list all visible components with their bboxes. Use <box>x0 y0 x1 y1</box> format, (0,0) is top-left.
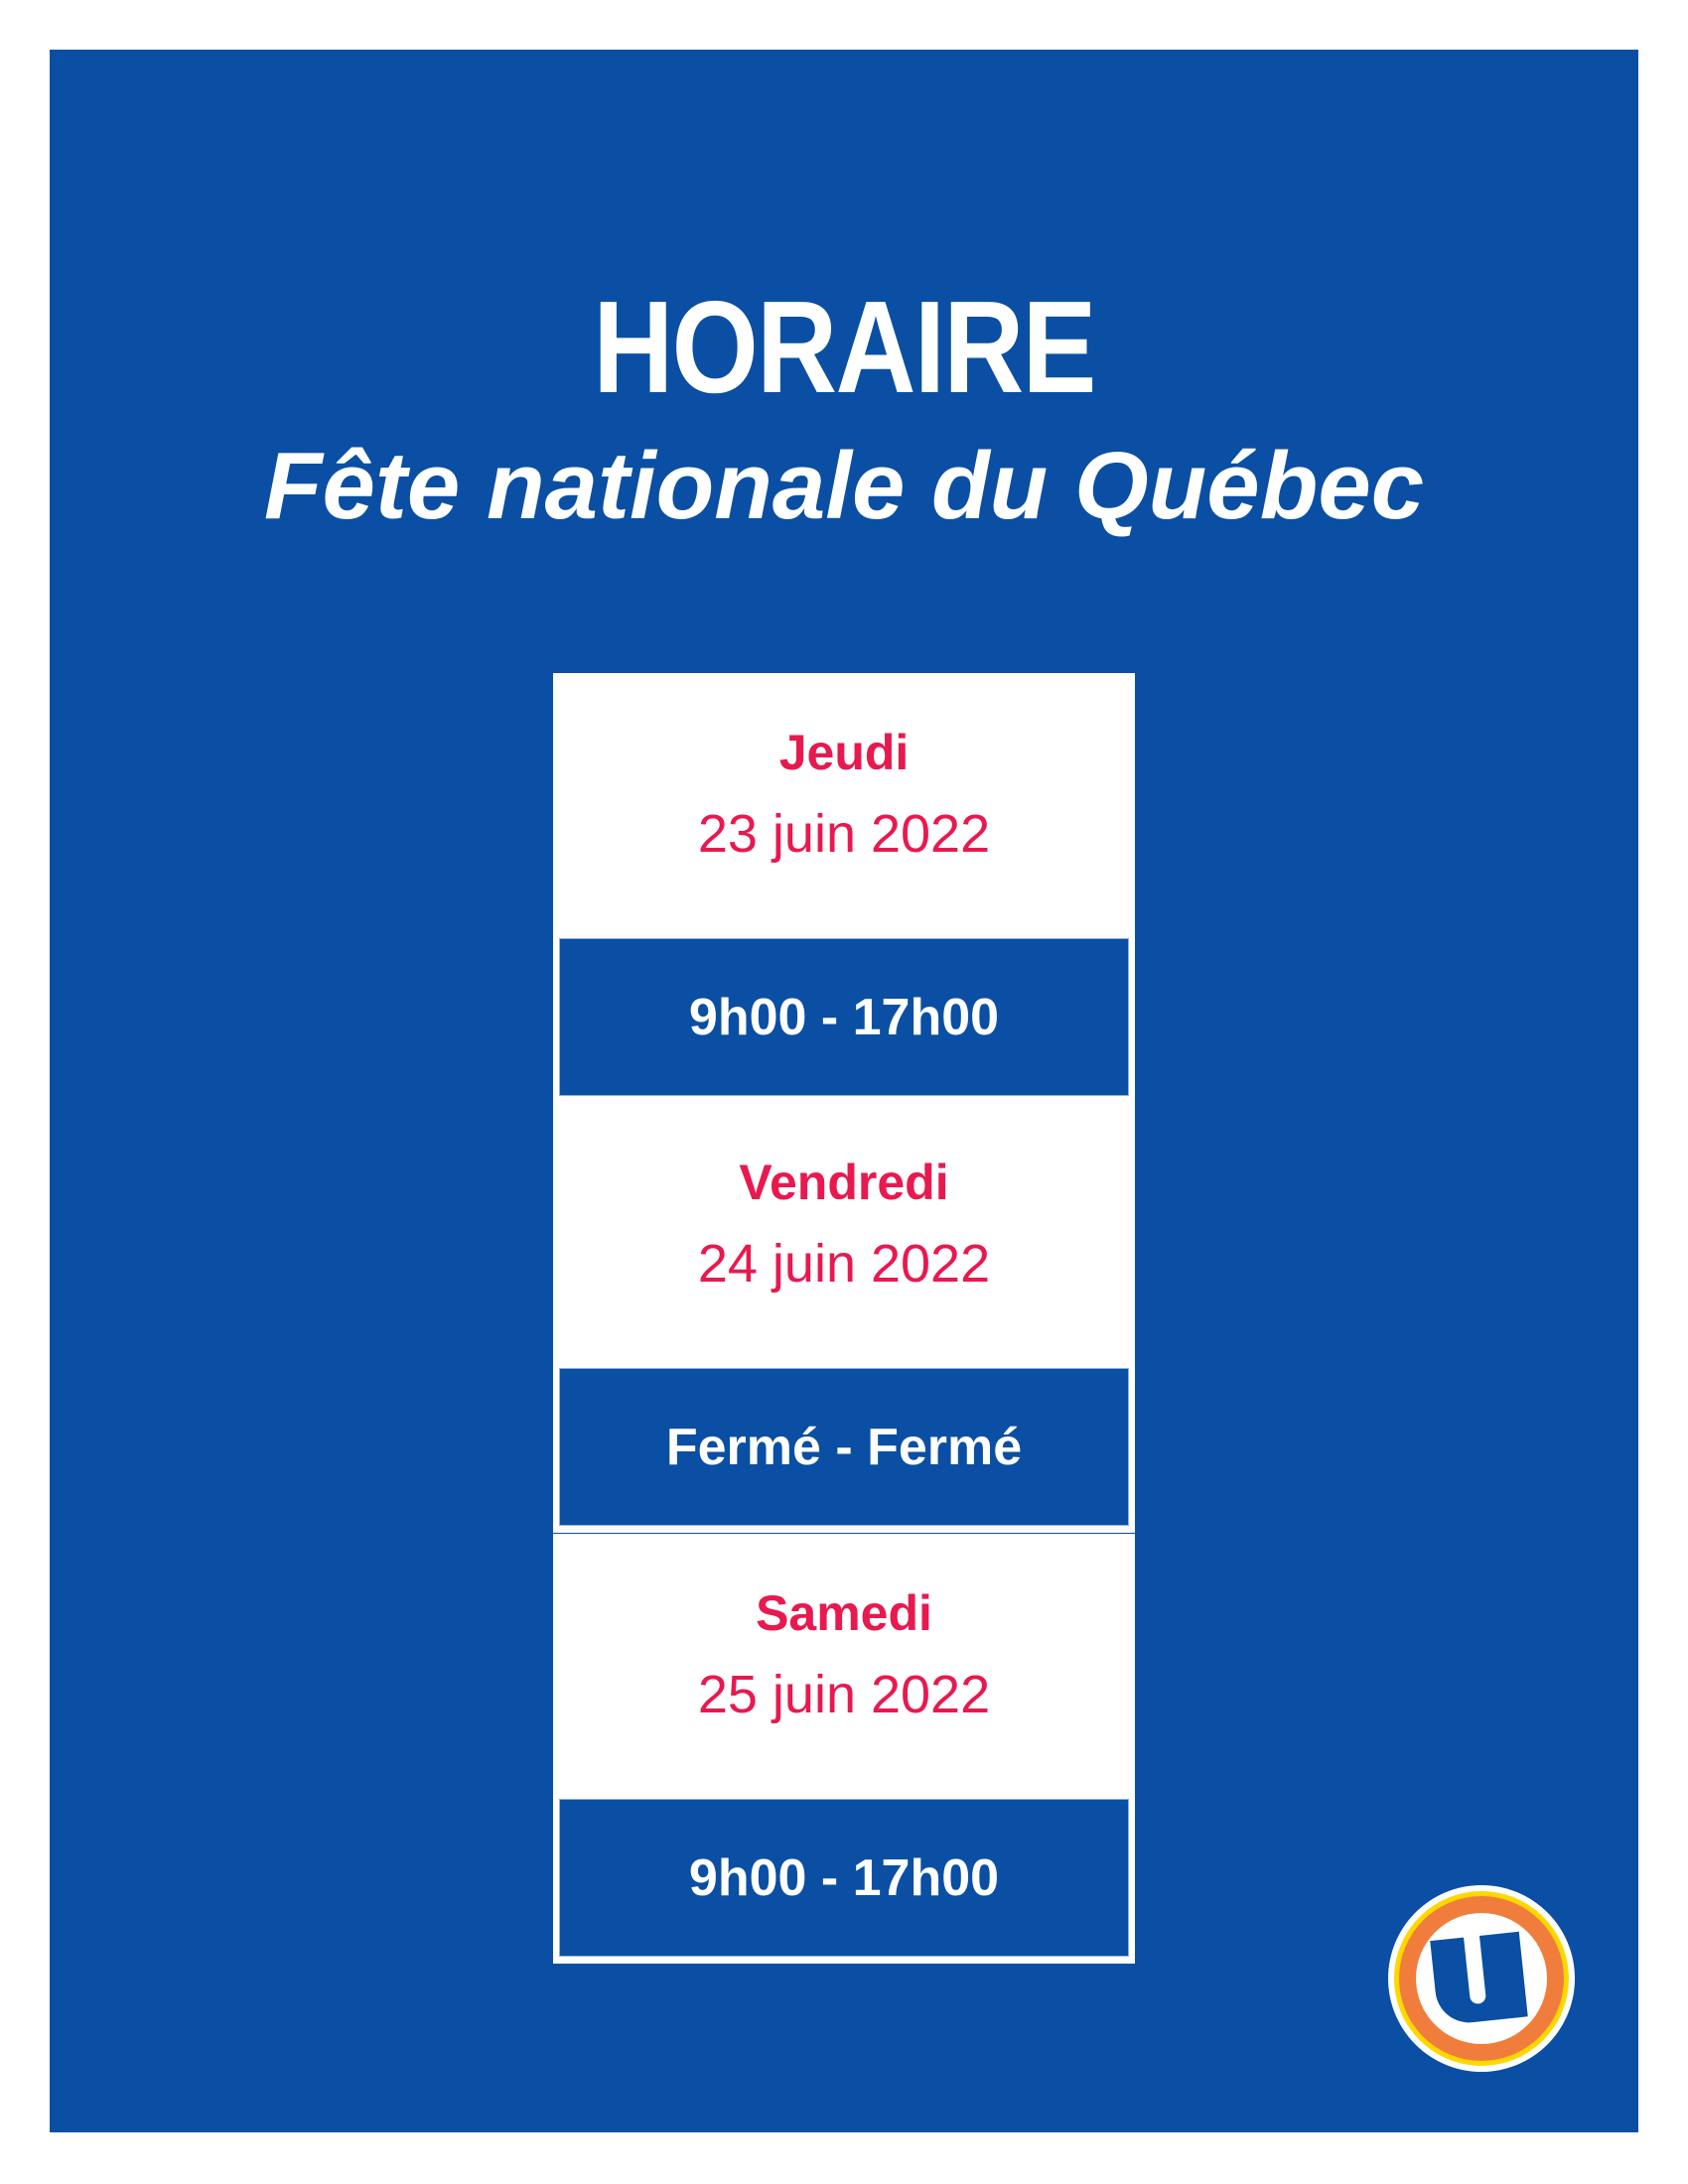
u-logo-icon <box>1388 1885 1575 2072</box>
day-label: Vendredi <box>739 1155 949 1210</box>
page-title: HORAIRE <box>593 274 1096 420</box>
hours-label: Fermé - Fermé <box>559 1368 1129 1526</box>
schedule-card: Jeudi 23 juin 2022 9h00 - 17h00 <box>553 673 1135 1103</box>
day-label: Samedi <box>756 1585 932 1641</box>
day-label: Jeudi <box>778 725 910 780</box>
schedule-card: Vendredi 24 juin 2022 Fermé - Fermé <box>553 1103 1135 1533</box>
date-label: 24 juin 2022 <box>697 1234 991 1294</box>
page-subtitle: Fête nationale du Québec <box>263 433 1425 539</box>
date-label: 23 juin 2022 <box>697 804 991 864</box>
schedule-card: Samedi 25 juin 2022 9h00 - 17h00 <box>553 1534 1135 1964</box>
hours-label: 9h00 - 17h00 <box>559 1799 1129 1957</box>
date-label: 25 juin 2022 <box>697 1665 991 1724</box>
hours-label: 9h00 - 17h00 <box>559 938 1129 1096</box>
